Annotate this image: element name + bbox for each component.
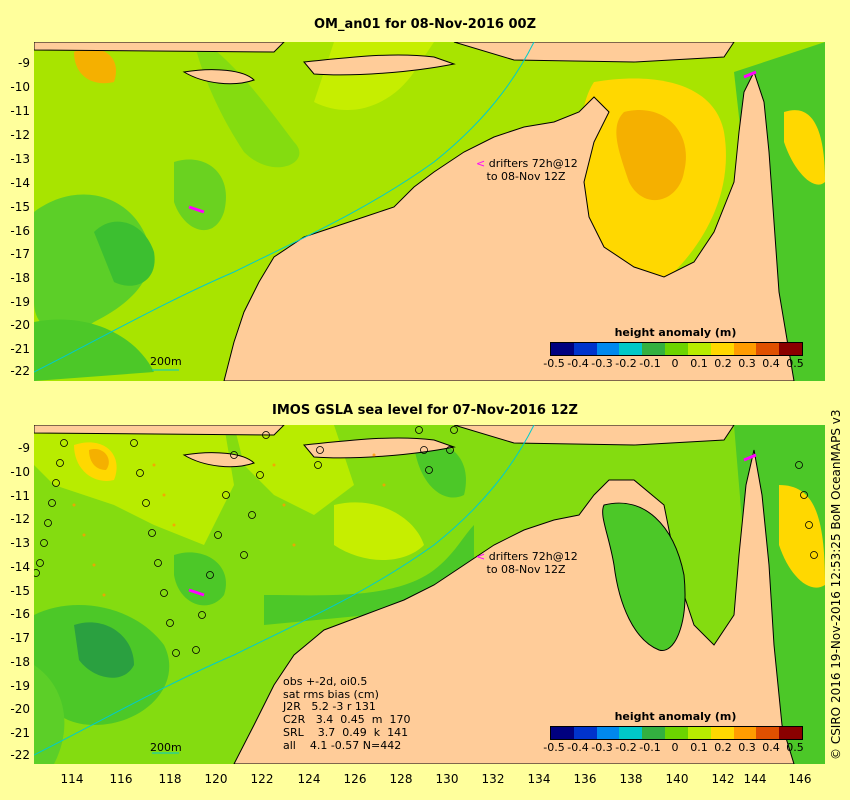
bottom-legend: height anomaly (m) -0.5 -0.4 -0.3 -0.2 -… bbox=[543, 710, 804, 754]
top-y-tick: -21 bbox=[10, 342, 30, 356]
drifter-note-line2: to 08-Nov 12Z bbox=[486, 563, 566, 576]
legend-tick: 0.2 bbox=[714, 741, 732, 754]
top-y-tick: -10 bbox=[10, 80, 30, 94]
legend-tick: -0.3 bbox=[591, 741, 613, 754]
x-tick: 118 bbox=[158, 772, 182, 786]
top-y-tick: -20 bbox=[10, 318, 30, 332]
stats-line: J2R 5.2 -3 r 131 bbox=[283, 700, 376, 714]
bottom-y-tick: -10 bbox=[10, 465, 30, 479]
stats-line: SRL 3.7 0.49 k 141 bbox=[283, 725, 409, 739]
bottom-y-tick: -14 bbox=[10, 560, 30, 574]
legend-tick: -0.5 bbox=[543, 741, 565, 754]
bottom-y-tick: -11 bbox=[10, 489, 30, 503]
credit-text: © CSIRO 2016 19-Nov-2016 12:53:25 BoM Oc… bbox=[829, 409, 843, 760]
top-drifter-note: < drifters 72h@12 to 08-Nov 12Z bbox=[476, 157, 578, 183]
top-y-tick: -16 bbox=[10, 224, 30, 238]
top-y-tick: -13 bbox=[10, 152, 30, 166]
x-tick: 128 bbox=[389, 772, 413, 786]
top-y-tick: -18 bbox=[10, 271, 30, 285]
bottom-y-tick: -22 bbox=[10, 748, 30, 762]
bottom-map bbox=[34, 425, 825, 764]
legend-tick: -0.2 bbox=[615, 357, 637, 370]
bottom-y-tick: -13 bbox=[10, 536, 30, 550]
legend-tick: 0.5 bbox=[786, 741, 804, 754]
top-y-tick: -15 bbox=[10, 200, 30, 214]
bottom-y-tick: -17 bbox=[10, 631, 30, 645]
stats-line: obs +-2d, oi0.5 bbox=[283, 675, 368, 688]
top-legend-title: height anomaly (m) bbox=[614, 326, 737, 339]
top-y-tick: -12 bbox=[10, 128, 30, 142]
bottom-y-tick: -21 bbox=[10, 726, 30, 740]
drifter-note-line1: drifters 72h@12 bbox=[488, 550, 578, 563]
bottom-y-tick: -9 bbox=[18, 441, 30, 455]
x-tick: 138 bbox=[619, 772, 643, 786]
bottom-legend-colorbar bbox=[550, 726, 803, 740]
bottom-y-tick: -16 bbox=[10, 607, 30, 621]
legend-tick: -0.5 bbox=[543, 357, 565, 370]
bottom-drifter-note: < drifters 72h@12 to 08-Nov 12Z bbox=[476, 550, 578, 576]
legend-tick: -0.1 bbox=[639, 357, 661, 370]
top-y-tick: -19 bbox=[10, 295, 30, 309]
bottom-y-tick: -20 bbox=[10, 702, 30, 716]
legend-tick: -0.2 bbox=[615, 741, 637, 754]
legend-tick: 0 bbox=[671, 741, 679, 754]
x-tick: 122 bbox=[250, 772, 274, 786]
x-tick: 114 bbox=[60, 772, 84, 786]
top-y-tick: -9 bbox=[18, 56, 30, 70]
drifter-note-line2: to 08-Nov 12Z bbox=[486, 170, 566, 183]
legend-tick: 0.4 bbox=[762, 741, 780, 754]
top-legend: height anomaly (m) -0.5 -0.4 -0.3 -0.2 -… bbox=[543, 326, 804, 370]
legend-tick: -0.3 bbox=[591, 357, 613, 370]
legend-tick: 0.1 bbox=[690, 741, 708, 754]
drifter-note-line1: drifters 72h@12 bbox=[488, 157, 578, 170]
legend-tick: -0.4 bbox=[567, 357, 589, 370]
bottom-scale-label: 200m bbox=[150, 741, 182, 754]
top-y-tick: -17 bbox=[10, 247, 30, 261]
bottom-y-tick: -18 bbox=[10, 655, 30, 669]
bottom-y-tick: -15 bbox=[10, 584, 30, 598]
legend-tick: 0.3 bbox=[738, 741, 756, 754]
legend-tick: 0.2 bbox=[714, 357, 732, 370]
top-y-tick: -22 bbox=[10, 364, 30, 378]
bottom-y-tick: -19 bbox=[10, 679, 30, 693]
x-tick: 126 bbox=[343, 772, 367, 786]
x-tick: 124 bbox=[297, 772, 321, 786]
bottom-legend-title: height anomaly (m) bbox=[614, 710, 737, 723]
top-panel-title: OM_an01 for 08-Nov-2016 00Z bbox=[313, 17, 537, 32]
top-scale-label: 200m bbox=[150, 355, 182, 368]
x-tick: 134 bbox=[527, 772, 551, 786]
top-y-tick: -11 bbox=[10, 104, 30, 118]
legend-tick: 0.3 bbox=[738, 357, 756, 370]
x-tick: 132 bbox=[481, 772, 505, 786]
stats-line: all 4.1 -0.57 N=442 bbox=[283, 738, 402, 752]
top-map bbox=[34, 42, 825, 381]
x-tick: 116 bbox=[109, 772, 133, 786]
bottom-y-tick: -12 bbox=[10, 512, 30, 526]
top-legend-colorbar bbox=[550, 342, 803, 356]
bottom-panel-title: IMOS GSLA sea level for 07-Nov-2016 12Z bbox=[272, 403, 578, 418]
x-tick: 146 bbox=[788, 772, 812, 786]
satellite-stats: obs +-2d, oi0.5 sat rms bias (cm) J2R 5.… bbox=[283, 675, 411, 752]
legend-tick: 0 bbox=[671, 357, 679, 370]
legend-tick: -0.4 bbox=[567, 741, 589, 754]
legend-tick: 0.1 bbox=[690, 357, 708, 370]
x-tick: 140 bbox=[665, 772, 689, 786]
stats-line: C2R 3.4 0.45 m 170 bbox=[283, 713, 411, 727]
legend-tick: -0.1 bbox=[639, 741, 661, 754]
x-tick: 144 bbox=[743, 772, 767, 786]
legend-tick: 0.4 bbox=[762, 357, 780, 370]
x-tick: 120 bbox=[204, 772, 228, 786]
stats-line: sat rms bias (cm) bbox=[283, 687, 379, 701]
x-tick: 130 bbox=[435, 772, 459, 786]
top-y-tick: -14 bbox=[10, 176, 30, 190]
x-tick: 142 bbox=[711, 772, 735, 786]
legend-tick: 0.5 bbox=[786, 357, 804, 370]
x-tick: 136 bbox=[573, 772, 597, 786]
